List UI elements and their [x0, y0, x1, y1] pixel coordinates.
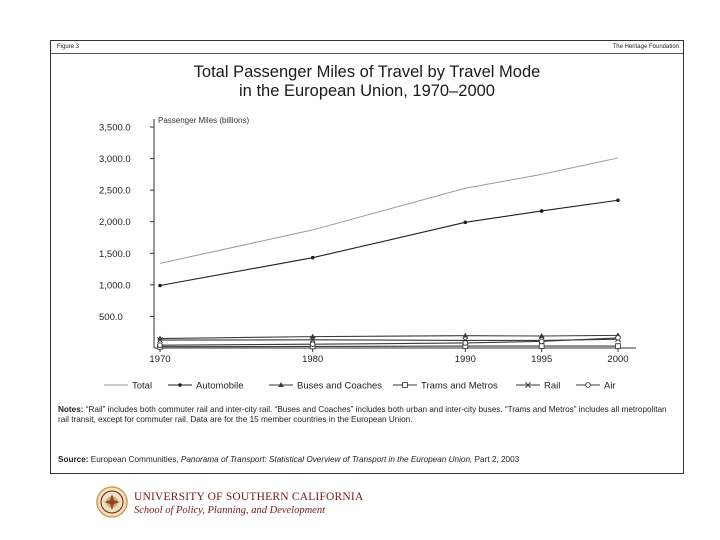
chart-source: Source: European Communities, Panorama o…	[58, 455, 678, 465]
legend-label: Rail	[544, 381, 560, 392]
legend-item-rail: Rail	[516, 381, 560, 392]
x-tick-label: 1980	[302, 354, 323, 365]
chart-title-line-2: in the European Union, 1970–2000	[239, 82, 495, 100]
data-point-trams-and-metros	[538, 343, 545, 349]
data-point-air	[309, 341, 316, 347]
legend-label: Automobile	[196, 381, 244, 392]
legend-label: Air	[604, 381, 616, 392]
x-tick-label: 2000	[607, 354, 628, 365]
x-tick-label: 1990	[455, 354, 476, 365]
y-axis-label: Passenger Miles (billions)	[158, 116, 249, 125]
chart-notes: Notes: “Rail” includes both commuter rai…	[58, 405, 678, 426]
legend-item-buses-and-coaches: Buses and Coaches	[269, 381, 382, 392]
data-point-automobile	[616, 198, 620, 203]
source-title: Panorama of Transport: Statistical Overv…	[180, 455, 473, 464]
series-line-buses-and-coaches	[159, 334, 619, 340]
legend-marker	[525, 382, 531, 388]
figure-frame: Figure 3 The Heritage Foundation Total P…	[50, 40, 684, 474]
university-seal-icon	[96, 486, 128, 518]
legend-label: Total	[132, 381, 152, 392]
publisher-label: The Heritage Foundation	[612, 44, 679, 50]
series-line-rail	[159, 338, 619, 341]
x-tick-label: 1995	[531, 354, 552, 365]
data-point-trams-and-metros	[615, 343, 621, 349]
y-tick-label: 1,500.0	[99, 249, 131, 260]
source-prefix: European Communities,	[90, 455, 179, 464]
notes-text: “Rail” includes both commuter rail and i…	[58, 405, 667, 425]
data-point-air	[462, 340, 469, 346]
y-tick-label: 2,500.0	[99, 186, 131, 197]
chart-title: Total Passenger Miles of Travel by Trave…	[51, 63, 683, 101]
legend-item-total: Total	[104, 381, 152, 392]
data-point-automobile	[158, 283, 162, 288]
data-point-air	[157, 342, 163, 348]
figure-header-bar: Figure 3 The Heritage Foundation	[51, 41, 683, 54]
data-point-automobile	[463, 220, 468, 225]
legend-marker	[178, 383, 182, 387]
chart-title-line-1: Total Passenger Miles of Travel by Trave…	[193, 63, 541, 81]
source-label: Source:	[58, 455, 89, 464]
legend-item-automobile: Automobile	[168, 381, 244, 392]
data-point-automobile	[539, 209, 544, 213]
data-point-buses-and-coaches	[538, 333, 545, 339]
y-tick-label: 1,000.0	[99, 280, 131, 291]
data-point-rail-stroke-b	[309, 336, 316, 343]
y-tick-label: 500.0	[99, 312, 123, 323]
line-chart: Passenger Miles (billions) 500.0 1,000.0 1,…	[99, 116, 636, 392]
data-point-rail	[309, 336, 316, 343]
university-name: UNIVERSITY OF SOUTHERN CALIFORNIA	[134, 491, 364, 503]
y-tick-label: 3,500.0	[99, 123, 131, 134]
data-point-automobile	[310, 255, 315, 260]
legend-label: Trams and Metros	[421, 381, 498, 392]
y-tick-label: 2,000.0	[99, 217, 131, 228]
legend-item-trams-and-metros: Trams and Metros	[393, 381, 498, 392]
series-line-air	[159, 337, 619, 346]
legend-label: Buses and Coaches	[297, 381, 382, 392]
series-line-automobile	[159, 199, 619, 287]
legend-marker	[585, 382, 591, 388]
school-name: School of Policy, Planning, and Developm…	[134, 505, 325, 516]
data-point-air	[615, 335, 621, 341]
data-point-buses-and-coaches	[462, 332, 469, 338]
data-point-rail-stroke-b	[157, 337, 163, 344]
y-tick-label: 3,000.0	[99, 154, 131, 165]
legend-marker	[278, 382, 284, 387]
figure-label: Figure 3	[57, 44, 80, 50]
data-point-air	[538, 338, 545, 345]
legend-marker-stroke-b	[525, 382, 531, 388]
source-suffix: Part 2, 2003	[474, 455, 520, 464]
notes-label: Notes:	[58, 405, 84, 414]
data-point-rail	[157, 337, 163, 344]
legend-marker	[402, 382, 408, 388]
x-tick-label: 1970	[149, 354, 170, 365]
data-point-buses-and-coaches	[309, 333, 316, 339]
series-line-trams-and-metros	[159, 345, 618, 348]
legend-item-air: Air	[576, 381, 616, 392]
series-line-total	[159, 157, 619, 264]
